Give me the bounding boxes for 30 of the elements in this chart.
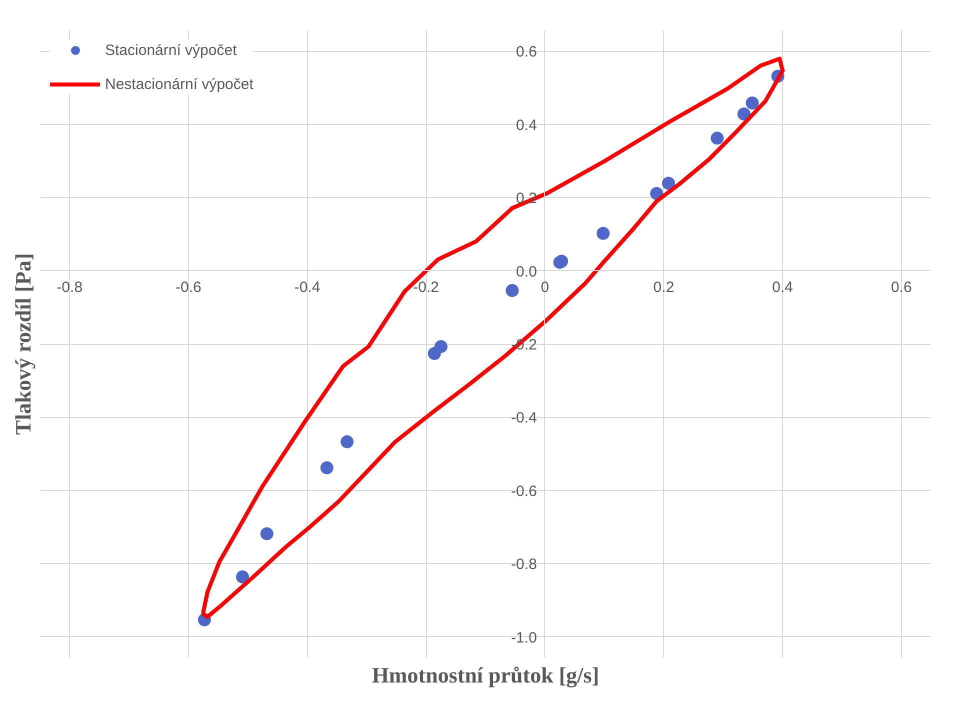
- point: [260, 527, 274, 540]
- y-axis-title: Tlakový rozdíl [Pa]: [10, 253, 36, 435]
- point: [710, 132, 724, 145]
- x-tick-label: 0.2: [653, 278, 674, 296]
- legend-label: Stacionární výpočet: [105, 42, 237, 58]
- point: [746, 96, 759, 110]
- point: [236, 570, 250, 584]
- point: [320, 461, 334, 474]
- x-tick-label: -0.4: [294, 278, 320, 296]
- point: [434, 340, 448, 354]
- point: [506, 284, 519, 298]
- y-tick-label: 0.4: [516, 116, 537, 134]
- y-tick-label: 0.0: [516, 263, 537, 280]
- x-tick-label: 0: [540, 278, 550, 296]
- x-tick-label: -0.8: [56, 278, 83, 296]
- point: [340, 435, 354, 448]
- x-tick-label: -0.6: [176, 278, 202, 296]
- point: [662, 176, 675, 190]
- y-tick-label: 0.6: [516, 44, 537, 61]
- point: [737, 108, 750, 120]
- y-tick-label: -0.6: [511, 482, 537, 500]
- legend-label: Nestacionární výpočet: [105, 76, 254, 92]
- x-tick-label: 0.4: [772, 278, 793, 296]
- x-tick-label: -0.2: [413, 278, 440, 296]
- x-tick-label: 0.6: [890, 278, 912, 296]
- y-tick-label: -1.0: [511, 629, 537, 646]
- point: [596, 226, 610, 240]
- y-tick-label: -0.4: [511, 410, 537, 427]
- y-tick-label: -0.8: [511, 556, 537, 574]
- x-axis-title: Hmotnostní průtok [g/s]: [372, 662, 600, 688]
